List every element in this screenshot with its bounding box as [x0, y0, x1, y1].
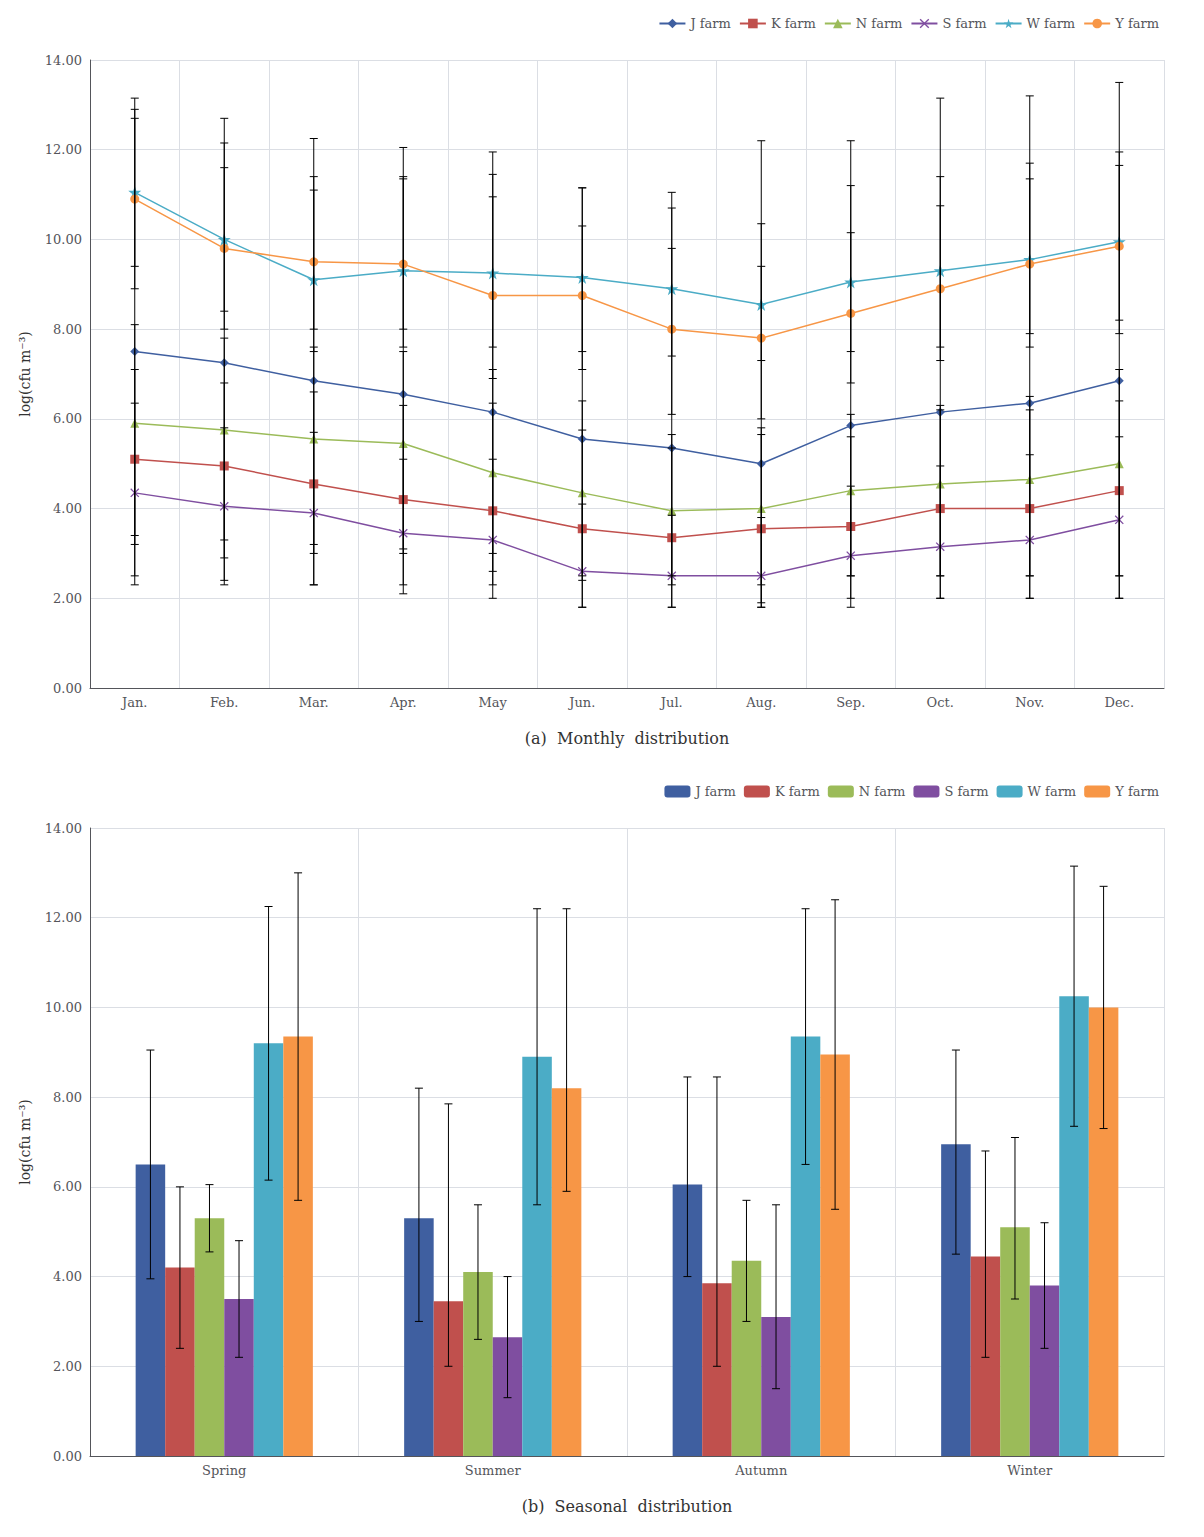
svg-text:Summer: Summer: [465, 1463, 522, 1478]
svg-text:Oct.: Oct.: [927, 695, 954, 710]
svg-text:10.00: 10.00: [45, 1000, 82, 1015]
svg-text:J farm: J farm: [693, 784, 735, 799]
svg-text:(b) Seasonal distribution: (b) Seasonal distribution: [522, 1497, 733, 1516]
svg-text:log(cfu m⁻³): log(cfu m⁻³): [17, 331, 33, 417]
svg-text:10.00: 10.00: [45, 232, 82, 247]
svg-text:J farm: J farm: [688, 16, 730, 31]
svg-text:Dec.: Dec.: [1104, 695, 1134, 710]
svg-text:N farm: N farm: [856, 16, 903, 31]
svg-text:May: May: [479, 695, 508, 710]
svg-text:Spring: Spring: [202, 1463, 246, 1478]
svg-text:Jan.: Jan.: [120, 695, 147, 710]
svg-text:12.00: 12.00: [45, 142, 82, 157]
svg-text:4.00: 4.00: [53, 501, 82, 516]
svg-text:2.00: 2.00: [53, 591, 82, 606]
svg-text:(a) Monthly distribution: (a) Monthly distribution: [525, 729, 729, 748]
svg-text:Jul.: Jul.: [659, 695, 683, 710]
svg-text:0.00: 0.00: [53, 1449, 82, 1464]
svg-text:8.00: 8.00: [53, 1090, 82, 1105]
svg-text:6.00: 6.00: [53, 1179, 82, 1194]
svg-text:W farm: W farm: [1028, 784, 1077, 799]
svg-text:W farm: W farm: [1027, 16, 1076, 31]
svg-text:K farm: K farm: [775, 784, 820, 799]
svg-text:K farm: K farm: [771, 16, 816, 31]
svg-text:Y farm: Y farm: [1114, 784, 1159, 799]
svg-text:Apr.: Apr.: [389, 695, 417, 710]
svg-text:Winter: Winter: [1007, 1463, 1053, 1478]
svg-text:Feb.: Feb.: [210, 695, 238, 710]
svg-text:14.00: 14.00: [45, 821, 82, 836]
svg-text:4.00: 4.00: [53, 1269, 82, 1284]
svg-text:Jun.: Jun.: [567, 695, 595, 710]
svg-text:log(cfu m⁻³): log(cfu m⁻³): [17, 1099, 33, 1185]
svg-text:8.00: 8.00: [53, 322, 82, 337]
svg-text:N farm: N farm: [859, 784, 906, 799]
svg-text:S farm: S farm: [944, 784, 988, 799]
svg-text:0.00: 0.00: [53, 681, 82, 696]
svg-text:Mar.: Mar.: [299, 695, 329, 710]
svg-text:S farm: S farm: [942, 16, 986, 31]
svg-text:6.00: 6.00: [53, 411, 82, 426]
svg-text:14.00: 14.00: [45, 53, 82, 68]
svg-text:Aug.: Aug.: [745, 695, 776, 710]
svg-text:Autumn: Autumn: [734, 1463, 788, 1478]
svg-text:12.00: 12.00: [45, 910, 82, 925]
svg-text:Sep.: Sep.: [836, 695, 865, 710]
svg-text:2.00: 2.00: [53, 1359, 82, 1374]
svg-text:Y farm: Y farm: [1114, 16, 1159, 31]
svg-text:Nov.: Nov.: [1015, 695, 1044, 710]
